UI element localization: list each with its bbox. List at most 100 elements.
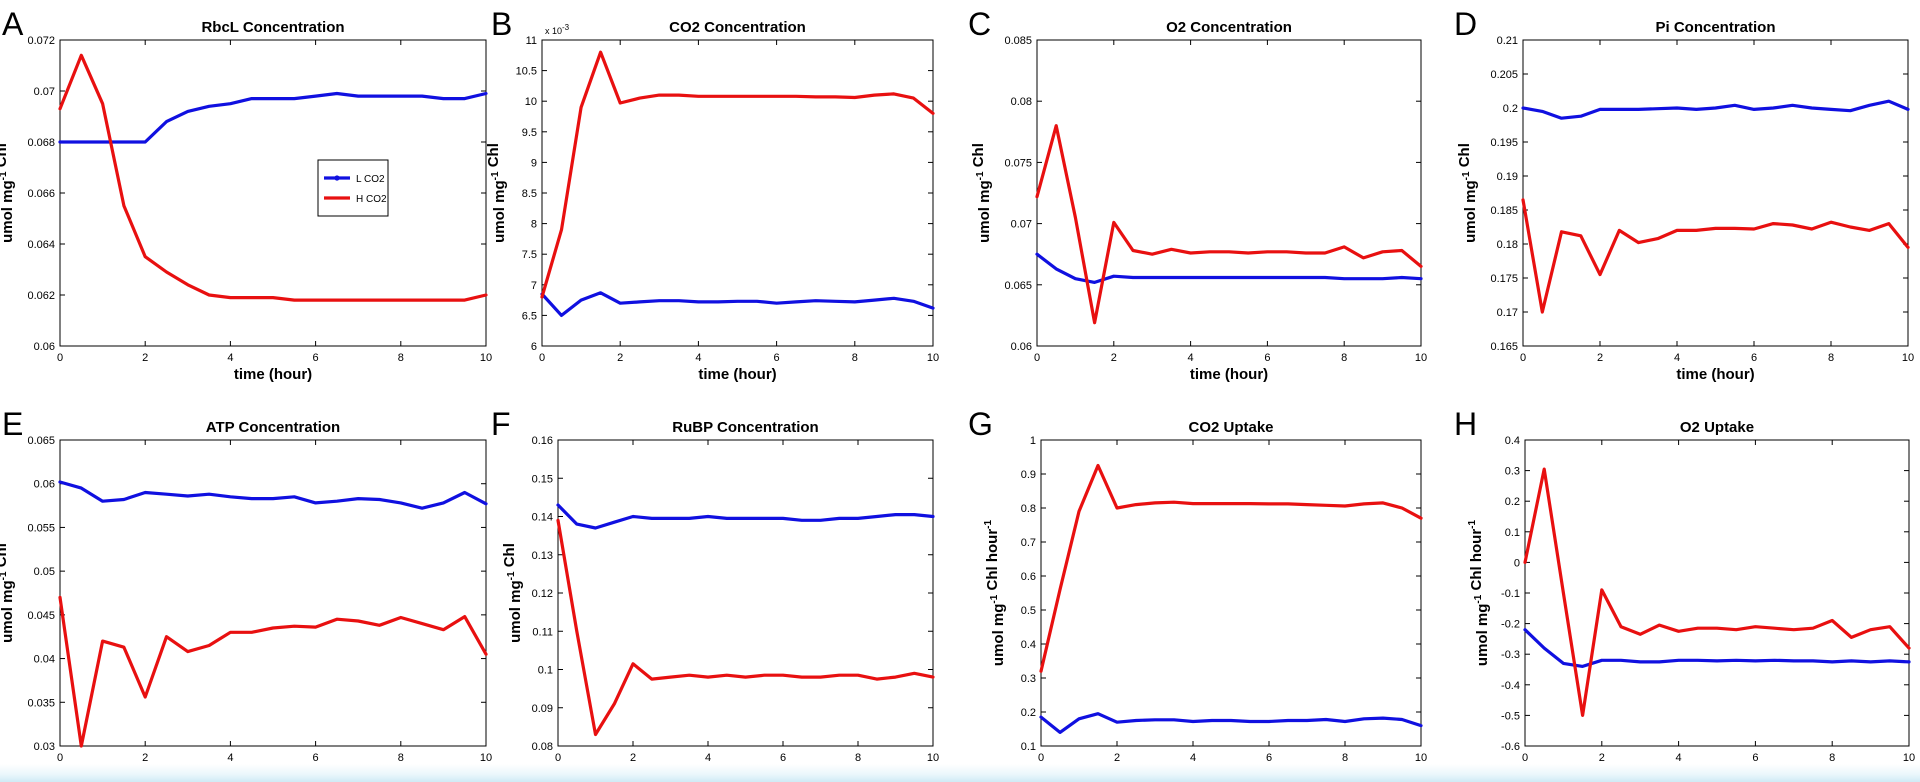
chart-panel-f: F RuBP Concentration 0 2 4 6 8 10 0.08 0.09 0.1 0.1… <box>491 406 939 782</box>
axes-frame <box>59 39 487 347</box>
y-tick-label: 11 <box>526 35 537 47</box>
y-axis-label-part: Chl <box>970 143 987 171</box>
chart-title: CO2 Concentration <box>669 19 806 36</box>
y-tick-label: 0.4 <box>1505 435 1520 447</box>
x-tick-label: 10 <box>480 352 492 364</box>
series-line-h-co2 <box>1039 463 1423 673</box>
x-tick-label: 8 <box>398 352 404 364</box>
y-tick-label: 0 <box>1514 557 1520 569</box>
axes-frame <box>1040 439 1422 747</box>
y-tick-label: 0.4 <box>1021 639 1036 651</box>
y-exponent-power: -3 <box>562 23 570 32</box>
y-axis-label-part: Chl <box>485 143 502 171</box>
x-tick-label: 4 <box>227 352 233 364</box>
y-tick-label: 0.09 <box>532 703 553 715</box>
y-axis-label-superscript: -1 <box>490 171 501 180</box>
panel-letter: G <box>968 406 993 442</box>
y-tick-label: 0.055 <box>27 522 55 534</box>
y-tick-label: 0.06 <box>1011 341 1032 353</box>
panel-letter: E <box>2 406 23 442</box>
y-axis-label-part: Chl <box>0 143 10 171</box>
y-axis-label-part: umol mg <box>0 580 16 643</box>
x-tick-label: 8 <box>1828 352 1834 364</box>
legend-box <box>317 159 389 217</box>
x-tick-label: 10 <box>1902 352 1914 364</box>
x-tick-label: 2 <box>1597 352 1603 364</box>
y-axis-label: umol mg-1 Chl <box>970 143 993 243</box>
y-tick-label: 0.17 <box>1497 307 1518 319</box>
y-tick-label: 0.8 <box>1021 503 1036 515</box>
y-tick-label: -0.6 <box>1501 741 1520 753</box>
y-tick-label: 0.05 <box>34 566 55 578</box>
series-line-h-co2 <box>556 518 935 737</box>
y-axis-label-superscript: -1 <box>1461 171 1472 180</box>
x-tick-label: 6 <box>1266 752 1272 764</box>
y-tick-label: 0.065 <box>27 435 55 447</box>
y-axis-label-superscript: -1 <box>975 171 986 180</box>
series-line-l-co2 <box>58 91 488 144</box>
chart-title: RuBP Concentration <box>672 419 818 436</box>
panel-letter: B <box>491 6 512 42</box>
y-axis-label-part: Chl <box>501 543 518 571</box>
x-axis-label: time (hour) <box>1190 366 1268 383</box>
x-tick-label: 0 <box>57 352 63 364</box>
y-tick-label: 0.08 <box>1011 96 1032 108</box>
y-tick-label: -0.5 <box>1501 710 1520 722</box>
chart-title: O2 Concentration <box>1166 19 1292 36</box>
panel-letter: D <box>1454 6 1477 42</box>
y-tick-label: 6 <box>531 341 537 353</box>
x-tick-label: 6 <box>1264 352 1270 364</box>
x-tick-label: 0 <box>1522 752 1528 764</box>
x-tick-label: 8 <box>855 752 861 764</box>
y-tick-label: 0.06 <box>34 341 55 353</box>
y-tick-label: 0.11 <box>532 626 553 638</box>
bottom-strip <box>0 764 1920 782</box>
x-tick-label: 8 <box>398 752 404 764</box>
x-axis-label: time (hour) <box>234 366 312 383</box>
y-axis-label-part: umol mg <box>990 604 1007 667</box>
x-tick-label: 0 <box>555 752 561 764</box>
series-line-l-co2 <box>556 503 935 530</box>
y-axis-label: umol mg-1 Chl <box>501 543 524 643</box>
y-tick-label: 0.16 <box>532 435 553 447</box>
y-tick-label: 0.5 <box>1021 605 1036 617</box>
x-tick-label: 6 <box>1752 752 1758 764</box>
y-axis-label-superscript: -1 <box>0 171 9 180</box>
x-tick-label: 10 <box>927 352 939 364</box>
series-line-l-co2 <box>540 291 935 317</box>
chart-title: Pi Concentration <box>1655 19 1775 36</box>
y-axis-label-superscript: -1 <box>0 571 9 580</box>
x-axis-label: time (hour) <box>698 366 776 383</box>
y-tick-label: 0.07 <box>1011 219 1032 231</box>
y-axis-label-part: umol mg <box>0 180 16 243</box>
y-tick-label: -0.4 <box>1501 680 1520 692</box>
y-axis-label: umol mg-1 Chl <box>485 143 508 243</box>
x-tick-label: 6 <box>780 752 786 764</box>
y-axis-label: umol mg-1 Chl <box>1456 143 1479 243</box>
y-tick-label: 0.21 <box>1497 35 1518 47</box>
y-tick-label: 0.14 <box>532 512 553 524</box>
y-tick-label: 0.072 <box>27 35 55 47</box>
y-tick-label: 0.18 <box>1497 239 1518 251</box>
legend-entry: H CO2 <box>356 194 387 205</box>
y-tick-label: 0.064 <box>27 239 55 251</box>
x-tick-label: 8 <box>1342 752 1348 764</box>
series-line-l-co2 <box>1035 252 1423 284</box>
y-tick-label: 0.075 <box>1004 157 1032 169</box>
panel-letter: A <box>2 6 24 42</box>
x-tick-label: 4 <box>1188 352 1194 364</box>
series-line-h-co2 <box>58 53 488 302</box>
series-line-h-co2 <box>58 595 488 748</box>
y-tick-label: 0.1 <box>538 665 553 677</box>
chart-panel-g: G CO2 Uptake 0 2 4 6 8 10 0.1 0.2 0.3 0.4 0.5 0.6 0.7 0… <box>968 406 1427 782</box>
series-line-h-co2 <box>1521 198 1910 314</box>
x-axis-label: time (hour) <box>1676 366 1754 383</box>
x-tick-label: 2 <box>630 752 636 764</box>
panel-letter: F <box>491 406 511 442</box>
chart-panel-a: A RbcL Concentration 0 2 4 6 8 10 0.06 0.062 0.064… <box>0 6 492 383</box>
y-tick-label: 10 <box>525 96 537 108</box>
y-tick-label: 0.19 <box>1497 171 1518 183</box>
chart-title: RbcL Concentration <box>201 19 344 36</box>
y-tick-label: 0.195 <box>1490 137 1518 149</box>
axes-frame <box>1036 39 1422 347</box>
